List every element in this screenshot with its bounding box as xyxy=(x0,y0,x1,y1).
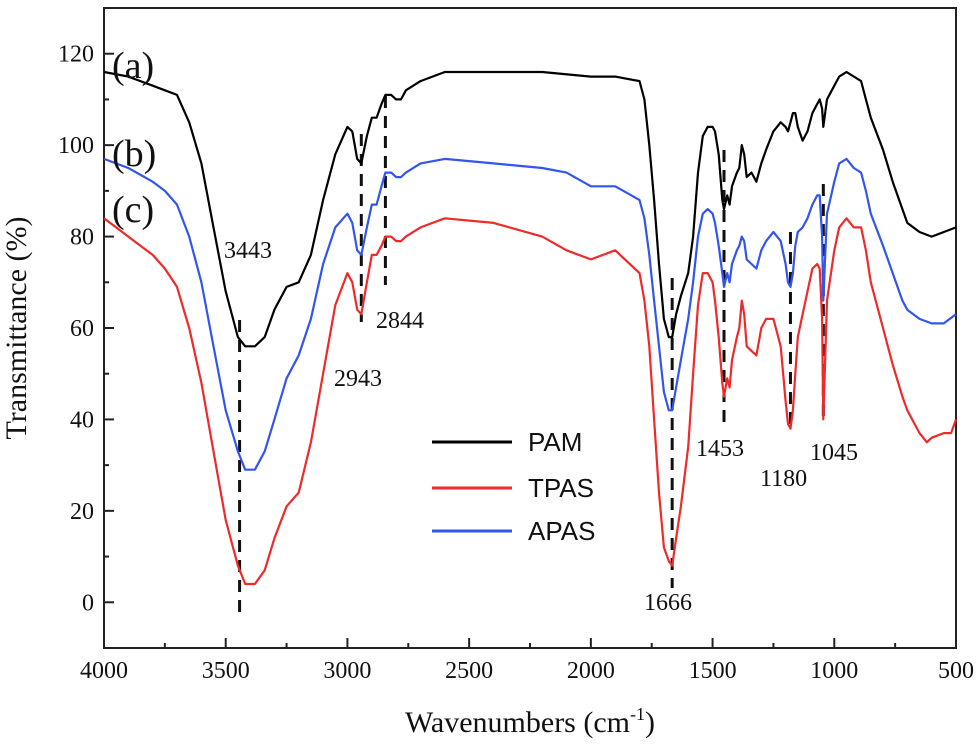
x-axis-ticks: 4000 3500 3000 2500 2000 1500 1000 500 xyxy=(80,638,974,684)
peak-label-1045: 1045 xyxy=(810,440,858,466)
legend: PAM TPAS APAS xyxy=(432,427,595,546)
peak-label-1453: 1453 xyxy=(696,436,744,462)
curve-label-c: (c) xyxy=(112,189,154,231)
peak-label-3443: 3443 xyxy=(224,238,272,264)
y-tick-label-0: 0 xyxy=(82,590,94,616)
y-tick-label-60: 60 xyxy=(70,316,94,342)
x-tick-label-4000: 4000 xyxy=(80,658,128,684)
x-axis-title-tail: ) xyxy=(645,706,655,739)
peak-label-1666: 1666 xyxy=(644,590,692,616)
peak-label-2943: 2943 xyxy=(334,366,382,392)
y-axis-ticks: 0 20 40 60 80 100 120 xyxy=(58,42,114,616)
peak-label-2844: 2844 xyxy=(376,308,424,334)
y-axis-title: Transmittance (%) xyxy=(0,216,33,439)
y-tick-label-80: 80 xyxy=(70,225,94,251)
x-tick-label-2500: 2500 xyxy=(445,658,493,684)
x-axis-title-superscript: -1 xyxy=(630,704,645,724)
y-tick-label-120: 120 xyxy=(58,42,94,68)
series-line-tpas xyxy=(103,217,958,586)
y-tick-label-100: 100 xyxy=(58,133,94,159)
x-tick-label-3500: 3500 xyxy=(202,658,250,684)
x-axis-title-main: Wavenumbers (cm xyxy=(405,706,630,739)
series-group xyxy=(103,70,958,586)
x-tick-label-500: 500 xyxy=(938,658,974,684)
x-tick-label-3000: 3000 xyxy=(323,658,371,684)
curve-label-a: (a) xyxy=(112,45,154,87)
x-tick-label-1000: 1000 xyxy=(810,658,858,684)
legend-label-pam: PAM xyxy=(528,427,582,457)
peak-label-1180: 1180 xyxy=(760,466,807,492)
curve-label-b: (b) xyxy=(112,133,156,175)
series-line-pam xyxy=(103,70,957,348)
legend-label-apas: APAS xyxy=(528,516,595,546)
y-tick-label-20: 20 xyxy=(70,499,94,525)
x-axis-title: Wavenumbers (cm-1) xyxy=(405,704,655,739)
plot-frame xyxy=(103,7,957,649)
x-tick-label-1500: 1500 xyxy=(689,658,737,684)
legend-label-tpas: TPAS xyxy=(528,473,594,503)
series-line-apas xyxy=(103,157,957,471)
x-tick-label-2000: 2000 xyxy=(567,658,615,684)
y-tick-label-40: 40 xyxy=(70,407,94,433)
